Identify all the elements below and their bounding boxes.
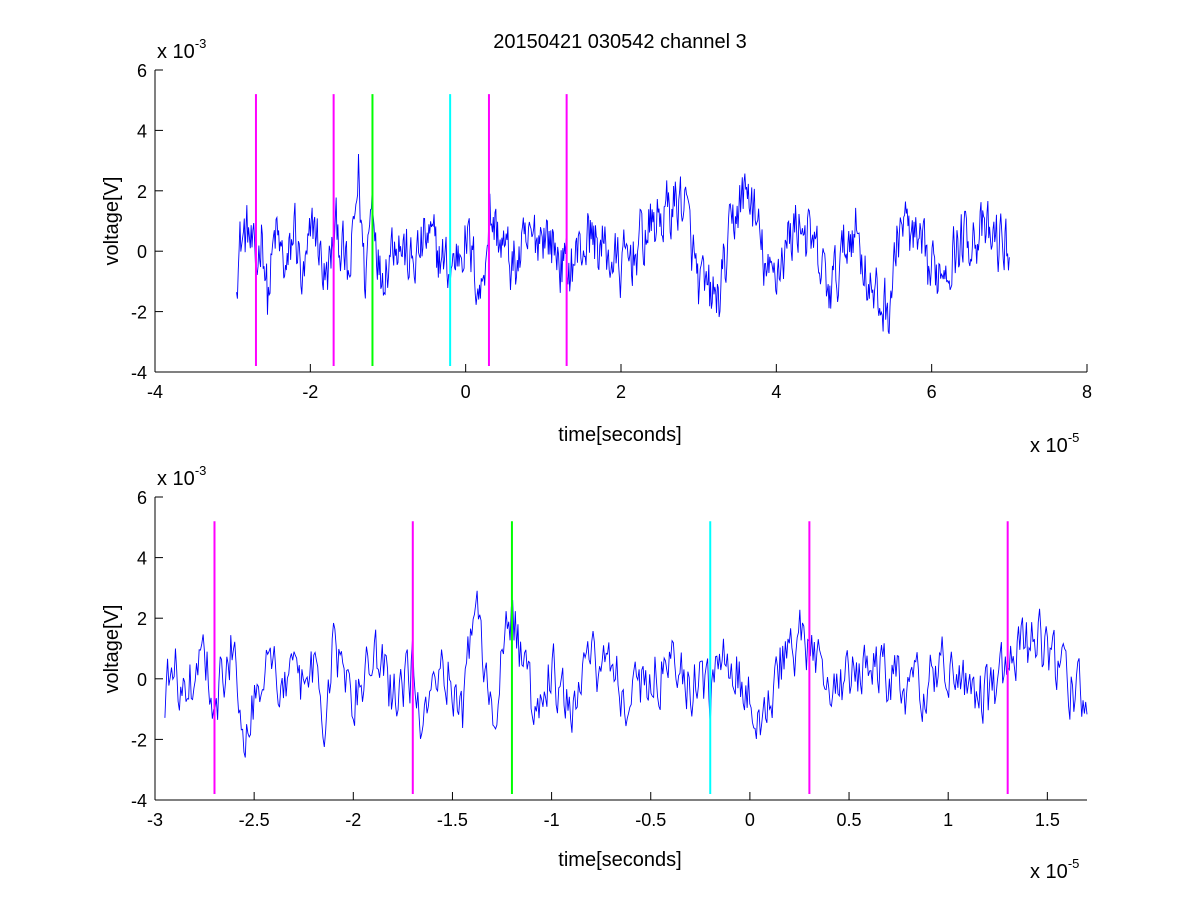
bottom-y-tick-label: 0: [137, 670, 147, 690]
top-x-scale-base: x 10: [1030, 435, 1068, 457]
bottom-x-tick-label: -2.5: [239, 810, 270, 830]
bottom-x-axis-label: time[seconds]: [558, 849, 681, 871]
bottom-series-layer: [164, 590, 1088, 758]
bottom-axes-layer: [154, 497, 1087, 801]
bottom-y-scale-factor: x 10-3: [157, 463, 206, 490]
top-marker-layer: [254, 94, 568, 366]
bottom-x-scale-base: x 10: [1030, 861, 1068, 883]
bottom-y-tick-label: 2: [137, 609, 147, 629]
bottom-y-tick-label: -2: [131, 730, 147, 750]
top-y-tick-label: 4: [137, 121, 147, 141]
top-series-layer: [236, 154, 1010, 335]
bottom-plot-area: [155, 497, 1087, 800]
chart-title: 20150421 030542 channel 3: [493, 31, 747, 53]
bottom-x-tick-label: 1.5: [1035, 810, 1060, 830]
top-y-axis-label: voltage[V]: [101, 177, 123, 266]
top-voltage-trace: [236, 154, 1010, 335]
bottom-y-axis-label: voltage[V]: [101, 605, 123, 694]
bottom-x-tick-label: -3: [147, 810, 163, 830]
top-x-tick-label: 6: [927, 382, 937, 402]
bottom-y-tick-label: -4: [131, 791, 147, 811]
top-y-scale-exponent: -3: [195, 36, 207, 51]
top-x-axis-label: time[seconds]: [558, 424, 681, 446]
bottom-voltage-trace: [164, 590, 1088, 758]
bottom-x-tick-label: -1.5: [437, 810, 468, 830]
top-y-tick-label: -2: [131, 303, 147, 323]
top-y-scale-factor: x 10-3: [157, 36, 206, 63]
top-y-tick-label: -4: [131, 363, 147, 383]
top-ticks-layer: -4 -2 0 2 4 6 8 -4 -2 0 2 4 6: [131, 61, 1092, 402]
bottom-y-scale-base: x 10: [157, 468, 195, 490]
top-y-scale-base: x 10: [157, 41, 195, 63]
bottom-x-scale-factor: x 10-5: [1030, 856, 1079, 883]
bottom-x-tick-label: 0: [745, 810, 755, 830]
bottom-y-tick-label: 6: [137, 488, 147, 508]
top-x-tick-label: 8: [1082, 382, 1092, 402]
top-x-tick-label: -4: [147, 382, 163, 402]
bottom-x-scale-exponent: -5: [1068, 856, 1080, 871]
bottom-y-tick-label: 4: [137, 549, 147, 569]
bottom-x-tick-label: -1: [544, 810, 560, 830]
top-y-tick-label: 2: [137, 182, 147, 202]
bottom-plot-panel: -3 -2.5 -2 -1.5 -1 -0.5 0 0.5 1 1.5 -4 -2 0 2 4 6 time[…: [101, 463, 1088, 883]
top-x-tick-label: 2: [616, 382, 626, 402]
bottom-ticks-layer: -3 -2.5 -2 -1.5 -1 -0.5 0 0.5 1 1.5 -4 -2 0 2 4 6: [131, 488, 1060, 830]
top-y-tick-label: 0: [137, 242, 147, 262]
top-y-tick-label: 6: [137, 61, 147, 81]
top-x-scale-factor: x 10-5: [1030, 430, 1079, 457]
bottom-x-tick-label: 0.5: [837, 810, 862, 830]
top-x-tick-label: 4: [771, 382, 781, 402]
top-plot-area: [155, 70, 1087, 372]
bottom-x-tick-label: -0.5: [635, 810, 666, 830]
bottom-x-tick-label: 1: [943, 810, 953, 830]
bottom-x-tick-label: -2: [345, 810, 361, 830]
top-x-scale-exponent: -5: [1068, 430, 1080, 445]
bottom-y-scale-exponent: -3: [195, 463, 207, 478]
bottom-marker-layer: [213, 521, 1009, 794]
top-x-tick-label: -2: [302, 382, 318, 402]
top-plot-panel: -4 -2 0 2 4 6 8 -4 -2 0 2 4 6 time[seconds] voltage[…: [101, 36, 1092, 457]
top-x-tick-label: 0: [461, 382, 471, 402]
